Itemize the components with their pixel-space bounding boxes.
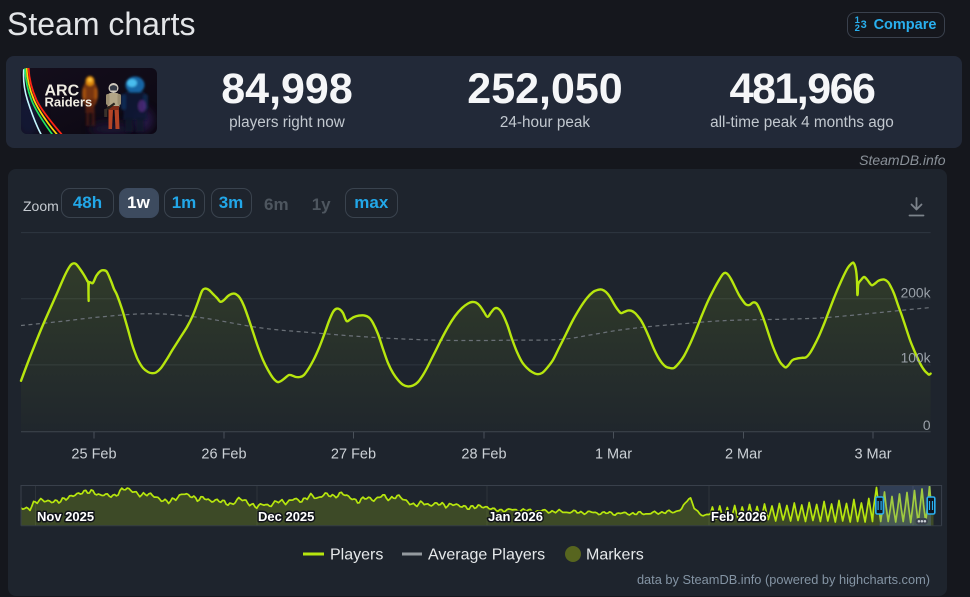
svg-text:data by SteamDB.info (powered: data by SteamDB.info (powered by highcha…: [637, 572, 930, 587]
svg-text:100k: 100k: [901, 351, 931, 366]
svg-text:Dec 2025: Dec 2025: [258, 509, 314, 524]
svg-text:Raiders: Raiders: [45, 95, 93, 110]
svg-text:Markers: Markers: [586, 547, 644, 564]
svg-text:Average Players: Average Players: [428, 547, 545, 564]
svg-text:ARC: ARC: [45, 83, 80, 100]
svg-text:3 Mar: 3 Mar: [854, 447, 891, 463]
svg-text:Jan 2026: Jan 2026: [488, 509, 543, 524]
svg-text:26 Feb: 26 Feb: [201, 447, 246, 463]
svg-text:0: 0: [923, 418, 931, 433]
svg-text:1 Mar: 1 Mar: [595, 447, 632, 463]
svg-text:25 Feb: 25 Feb: [71, 447, 116, 463]
svg-text:28 Feb: 28 Feb: [461, 447, 506, 463]
svg-text:Players: Players: [330, 547, 383, 564]
svg-text:2 Mar: 2 Mar: [725, 447, 762, 463]
svg-text:Nov 2025: Nov 2025: [37, 509, 94, 524]
svg-text:200k: 200k: [901, 286, 931, 301]
svg-text:27 Feb: 27 Feb: [331, 447, 376, 463]
svg-text:Feb 2026: Feb 2026: [711, 509, 767, 524]
